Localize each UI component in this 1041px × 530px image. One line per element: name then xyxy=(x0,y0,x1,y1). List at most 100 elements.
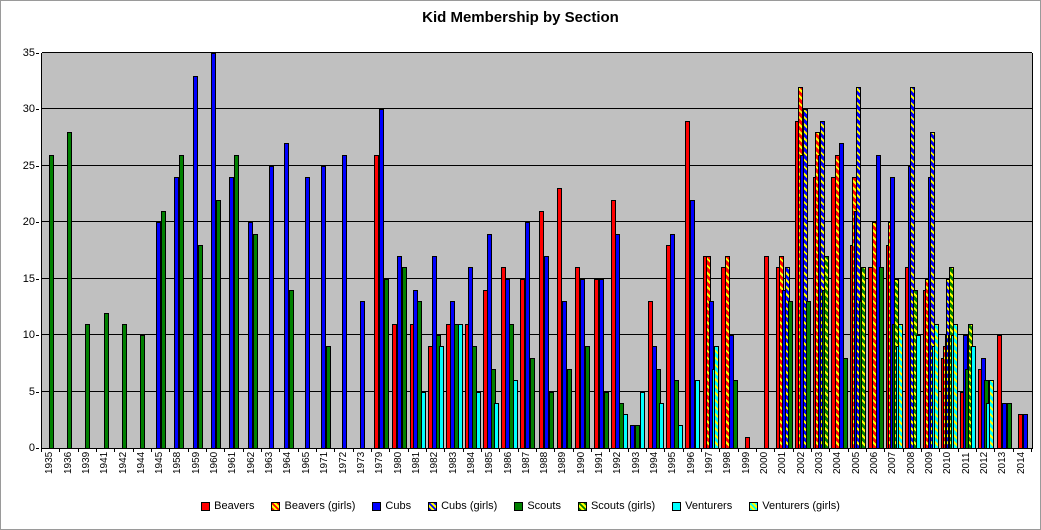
x-axis-label: 1990 xyxy=(576,452,587,475)
bar-2003-scouts-girls xyxy=(824,256,829,448)
bar-1992-cubs xyxy=(615,234,620,448)
y-axis-label: 15 xyxy=(22,272,35,285)
bar-1996-beavers xyxy=(685,121,690,448)
gridline-15 xyxy=(42,278,1032,279)
x-axis-tick xyxy=(481,448,482,452)
legend-item-beavers: Beavers xyxy=(201,501,254,512)
x-axis-tick xyxy=(848,448,849,452)
plot-area xyxy=(41,52,1033,449)
bar-1990-cubs xyxy=(580,279,585,448)
bar-1959-cubs xyxy=(193,76,198,448)
legend-swatch-icon xyxy=(577,502,587,511)
x-axis-label: 2013 xyxy=(997,452,1008,475)
bar-2006-scouts xyxy=(879,267,884,448)
x-axis-tick xyxy=(188,448,189,452)
x-axis-tick xyxy=(408,448,409,452)
x-axis-label: 1985 xyxy=(484,452,495,475)
x-axis-tick xyxy=(279,448,280,452)
bar-2007-venturers-girls xyxy=(898,324,903,448)
bar-1944-scouts xyxy=(140,335,145,448)
x-axis-label: 1963 xyxy=(264,452,275,475)
bar-2008-venturers xyxy=(916,335,921,448)
bar-1987-beavers xyxy=(520,279,525,448)
y-axis-label: 25 xyxy=(22,159,35,172)
bar-1989-beavers xyxy=(557,188,562,448)
x-axis-label: 1993 xyxy=(631,452,642,475)
x-axis-label: 2000 xyxy=(759,452,770,475)
x-axis-tick xyxy=(628,448,629,452)
bar-1965-cubs xyxy=(305,177,310,448)
bar-1980-beavers xyxy=(392,324,397,448)
x-axis-tick xyxy=(426,448,427,452)
x-axis-tick xyxy=(133,448,134,452)
x-axis-label: 1959 xyxy=(191,452,202,475)
y-axis-tick xyxy=(36,109,39,111)
x-axis-tick xyxy=(811,448,812,452)
bar-1980-cubs xyxy=(397,256,402,448)
bar-1993-scouts xyxy=(635,425,640,448)
bar-2000-beavers xyxy=(764,256,769,448)
x-axis-tick xyxy=(518,448,519,452)
x-axis-label: 2010 xyxy=(942,452,953,475)
bar-2009-venturers-girls xyxy=(934,324,939,448)
bar-1939-scouts xyxy=(85,324,90,448)
x-axis-label: 1986 xyxy=(503,452,514,475)
x-axis-tick xyxy=(114,448,115,452)
x-axis-label: 1989 xyxy=(557,452,568,475)
x-axis-label: 1965 xyxy=(301,452,312,475)
bar-1973-cubs xyxy=(360,301,365,448)
bar-1993-cubs xyxy=(630,425,635,448)
x-axis-tick xyxy=(646,448,647,452)
bar-1983-venturers xyxy=(458,324,463,448)
y-axis-label: 0 xyxy=(28,442,35,454)
x-axis-label: 1972 xyxy=(338,452,349,475)
x-axis-label: 1964 xyxy=(282,452,293,475)
bar-1988-cubs xyxy=(544,256,549,448)
x-axis-label: 1971 xyxy=(319,452,330,475)
legend-swatch-icon xyxy=(201,502,211,511)
legend-swatch-icon xyxy=(749,502,759,511)
bar-1990-beavers xyxy=(575,267,580,448)
x-axis-tick xyxy=(334,448,335,452)
x-axis-label: 1935 xyxy=(44,452,55,475)
bar-1989-scouts xyxy=(567,369,572,448)
x-axis-label: 2007 xyxy=(887,452,898,475)
bar-1945-cubs xyxy=(156,222,161,448)
bar-1935-scouts xyxy=(49,155,54,448)
bar-1996-cubs xyxy=(690,200,695,448)
x-axis-tick xyxy=(738,448,739,452)
x-axis-label: 2008 xyxy=(906,452,917,475)
x-axis-tick xyxy=(389,448,390,452)
x-axis-label: 2004 xyxy=(832,452,843,475)
x-axis-label: 1988 xyxy=(539,452,550,475)
x-axis-label: 1983 xyxy=(448,452,459,475)
bar-1963-cubs xyxy=(269,166,274,448)
legend-label: Scouts xyxy=(527,500,561,512)
y-axis: 0 5 10 15 20 25 30 35 xyxy=(1,47,39,454)
x-axis-tick xyxy=(78,448,79,452)
bar-1986-venturers xyxy=(513,380,518,448)
bar-2014-cubs xyxy=(1023,414,1028,448)
x-axis-label: 2012 xyxy=(979,452,990,475)
legend-swatch-icon xyxy=(271,502,281,511)
x-axis-tick xyxy=(463,448,464,452)
legend-swatch-icon xyxy=(428,502,438,511)
x-axis-label: 1998 xyxy=(722,452,733,475)
x-axis-tick xyxy=(921,448,922,452)
y-axis-tick xyxy=(36,53,39,54)
bar-1991-scouts xyxy=(604,392,609,448)
x-axis-tick xyxy=(41,448,42,452)
x-axis-tick xyxy=(1031,448,1032,452)
bar-1972-cubs xyxy=(342,155,347,448)
bar-1980-scouts xyxy=(402,267,407,448)
x-axis-tick xyxy=(756,448,757,452)
x-axis-tick xyxy=(793,448,794,452)
x-axis-label: 1941 xyxy=(99,452,110,475)
bar-1960-scouts xyxy=(216,200,221,448)
legend-label: Venturers (girls) xyxy=(762,500,840,512)
x-axis-tick xyxy=(224,448,225,452)
bar-2012-venturers-girls xyxy=(989,380,994,448)
x-axis-label: 2014 xyxy=(1016,452,1027,475)
bar-1989-cubs xyxy=(562,301,567,448)
gridline-10 xyxy=(42,334,1032,335)
